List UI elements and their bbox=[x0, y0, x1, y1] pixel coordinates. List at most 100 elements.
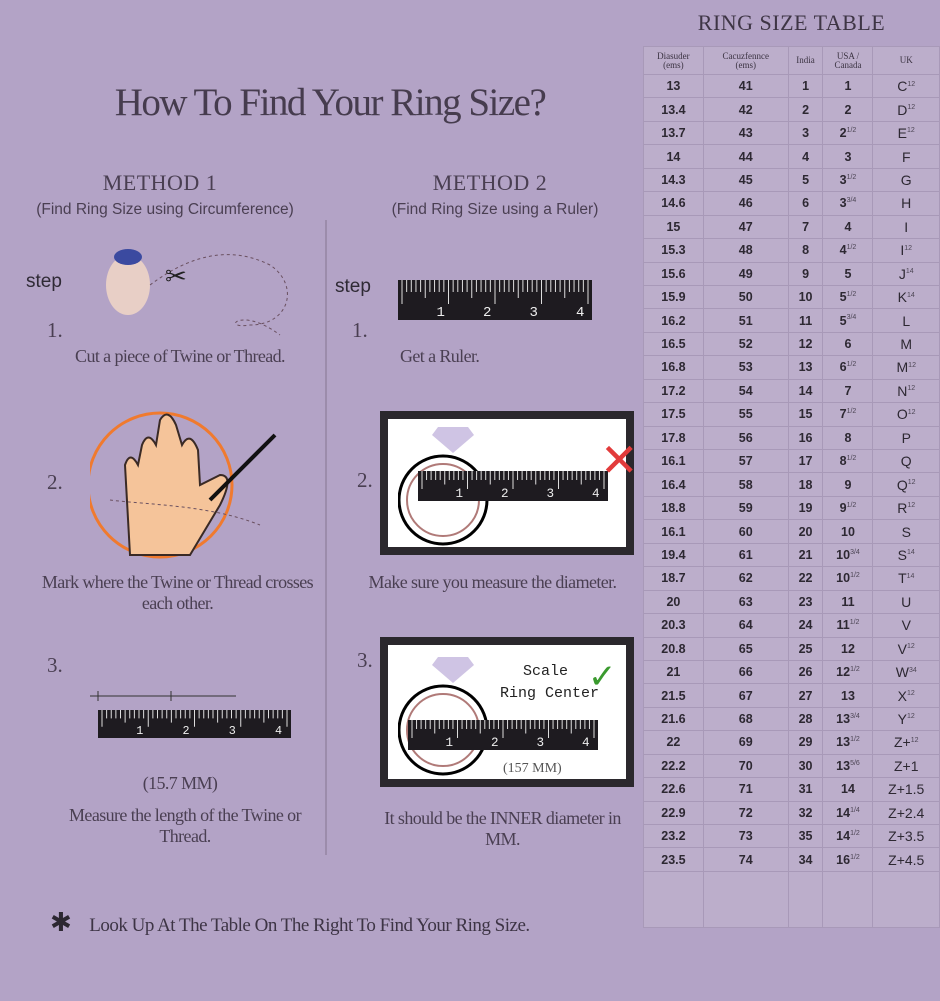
measure-value: (15.7 MM) bbox=[142, 773, 218, 793]
circumference-cell: 47 bbox=[702, 214, 789, 240]
table-row: 16.2 51 11 53/4 L bbox=[643, 308, 940, 333]
usa-cell: 7 bbox=[822, 378, 874, 404]
usa-cell: 21/2 bbox=[822, 120, 874, 146]
circumference-cell: 50 bbox=[702, 284, 789, 310]
usa-cell: 103/4 bbox=[822, 542, 874, 568]
diameter-cell: 21 bbox=[643, 659, 704, 685]
india-cell: 32 bbox=[787, 800, 824, 826]
table-row: 22.9 72 32 141/4 Z+2.4 bbox=[643, 800, 940, 826]
diameter-cell: 13.4 bbox=[643, 97, 704, 122]
usa-cell: 41/2 bbox=[822, 238, 874, 263]
usa-cell: 81/2 bbox=[822, 448, 874, 474]
diameter-cell: 14.3 bbox=[643, 167, 704, 193]
india-cell: 27 bbox=[787, 683, 824, 708]
table-row: 15 47 7 4 I bbox=[643, 214, 940, 240]
usa-cell: 91/2 bbox=[822, 495, 874, 521]
diameter-cell: 20.3 bbox=[643, 613, 704, 638]
usa-cell: 131/2 bbox=[822, 730, 874, 755]
step-label: step bbox=[335, 276, 371, 297]
table-row: 13.4 42 2 2 D12 bbox=[643, 97, 940, 122]
svg-text:4: 4 bbox=[275, 724, 282, 738]
uk-cell: V12 bbox=[872, 636, 940, 661]
diameter-cell: 15.9 bbox=[643, 284, 704, 310]
circumference-cell: 67 bbox=[702, 683, 789, 708]
uk-cell: I bbox=[872, 214, 940, 240]
svg-text:1: 1 bbox=[456, 487, 464, 501]
circumference-cell: 63 bbox=[702, 589, 789, 615]
step-number: 1. bbox=[47, 318, 63, 342]
step-caption: Mark where the Twine or Thread crosses e… bbox=[41, 572, 314, 613]
india-cell: 2 bbox=[787, 97, 824, 122]
twine-line-icon bbox=[90, 691, 236, 701]
svg-text:3: 3 bbox=[530, 305, 538, 320]
usa-cell: 9 bbox=[822, 472, 874, 497]
usa-cell: 141/4 bbox=[822, 800, 874, 826]
circumference-cell: 54 bbox=[702, 378, 789, 404]
india-cell: 28 bbox=[787, 706, 824, 732]
circumference-cell: 42 bbox=[702, 97, 789, 122]
circumference-cell: 60 bbox=[702, 519, 789, 544]
uk-cell: D12 bbox=[872, 97, 940, 122]
table-row: 21 66 26 121/2 W34 bbox=[643, 659, 940, 685]
india-cell: 31 bbox=[787, 777, 824, 802]
circumference-cell: 51 bbox=[702, 308, 789, 333]
india-cell: 21 bbox=[787, 542, 824, 568]
circumference-cell: 64 bbox=[702, 613, 789, 638]
wrong-x-icon: ✕ bbox=[600, 433, 639, 487]
circumference-cell: 44 bbox=[702, 144, 789, 169]
diameter-cell: 20.8 bbox=[643, 636, 704, 661]
diameter-cell: 16.2 bbox=[643, 308, 704, 333]
uk-cell: T14 bbox=[872, 566, 940, 591]
circumference-cell: 48 bbox=[702, 238, 789, 263]
uk-cell: Q12 bbox=[872, 472, 940, 497]
table-row: 21.5 67 27 13 X12 bbox=[643, 683, 940, 708]
svg-text:4: 4 bbox=[576, 305, 584, 320]
usa-cell: 53/4 bbox=[822, 308, 874, 333]
diameter-cell: 17.5 bbox=[643, 402, 704, 427]
uk-cell: Z+2.4 bbox=[872, 800, 940, 826]
india-cell: 15 bbox=[787, 402, 824, 427]
diameter-cell: 13.7 bbox=[643, 120, 704, 146]
table-row: 20.3 64 24 111/2 V bbox=[643, 613, 940, 638]
method2-heading: METHOD 2 bbox=[432, 170, 548, 195]
uk-cell: R12 bbox=[872, 495, 940, 521]
diameter-cell: 15 bbox=[643, 214, 704, 240]
svg-text:4: 4 bbox=[592, 487, 600, 501]
step-caption: It should be the INNER diameter in MM. bbox=[384, 808, 621, 849]
uk-cell: G bbox=[872, 167, 940, 193]
usa-cell: 12 bbox=[822, 636, 874, 661]
usa-cell: 31/2 bbox=[822, 167, 874, 193]
india-cell: 18 bbox=[787, 472, 824, 497]
table-row: 21.6 68 28 133/4 Y12 bbox=[643, 706, 940, 732]
uk-cell: E12 bbox=[872, 120, 940, 146]
table-row: 22 69 29 131/2 Z+12 bbox=[643, 730, 940, 755]
circumference-cell: 49 bbox=[702, 261, 789, 286]
ring-icon bbox=[398, 657, 489, 776]
method1-heading: METHOD 1 bbox=[102, 170, 218, 195]
uk-cell: P bbox=[872, 425, 940, 451]
diameter-cell: 14 bbox=[643, 144, 704, 169]
india-cell: 12 bbox=[787, 331, 824, 357]
circumference-cell: 45 bbox=[702, 167, 789, 193]
circumference-cell: 41 bbox=[702, 73, 789, 99]
usa-cell: 61/2 bbox=[822, 355, 874, 380]
uk-cell: V bbox=[872, 613, 940, 638]
method1-subtitle: (Find Ring Size using Circumference) bbox=[36, 201, 294, 218]
table-row: 18.7 62 22 101/2 T14 bbox=[643, 566, 940, 591]
usa-cell: 135/6 bbox=[822, 753, 874, 779]
diameter-cell: 16.8 bbox=[643, 355, 704, 380]
circumference-cell: 46 bbox=[702, 191, 789, 216]
india-cell: 25 bbox=[787, 636, 824, 661]
svg-text:3: 3 bbox=[537, 736, 545, 750]
table-row: 14.6 46 6 33/4 H bbox=[643, 191, 940, 216]
uk-cell: F bbox=[872, 144, 940, 169]
usa-cell: 2 bbox=[822, 97, 874, 122]
svg-text:1: 1 bbox=[437, 305, 445, 320]
ring-center-label: Ring Center bbox=[500, 685, 600, 702]
step-number: 2. bbox=[357, 468, 373, 492]
uk-cell: Z+1.5 bbox=[872, 777, 940, 802]
uk-cell: H bbox=[872, 191, 940, 216]
usa-cell: 11 bbox=[822, 589, 874, 615]
table-row: 22.6 71 31 14 Z+1.5 bbox=[643, 777, 940, 802]
usa-cell: 1 bbox=[822, 73, 874, 99]
